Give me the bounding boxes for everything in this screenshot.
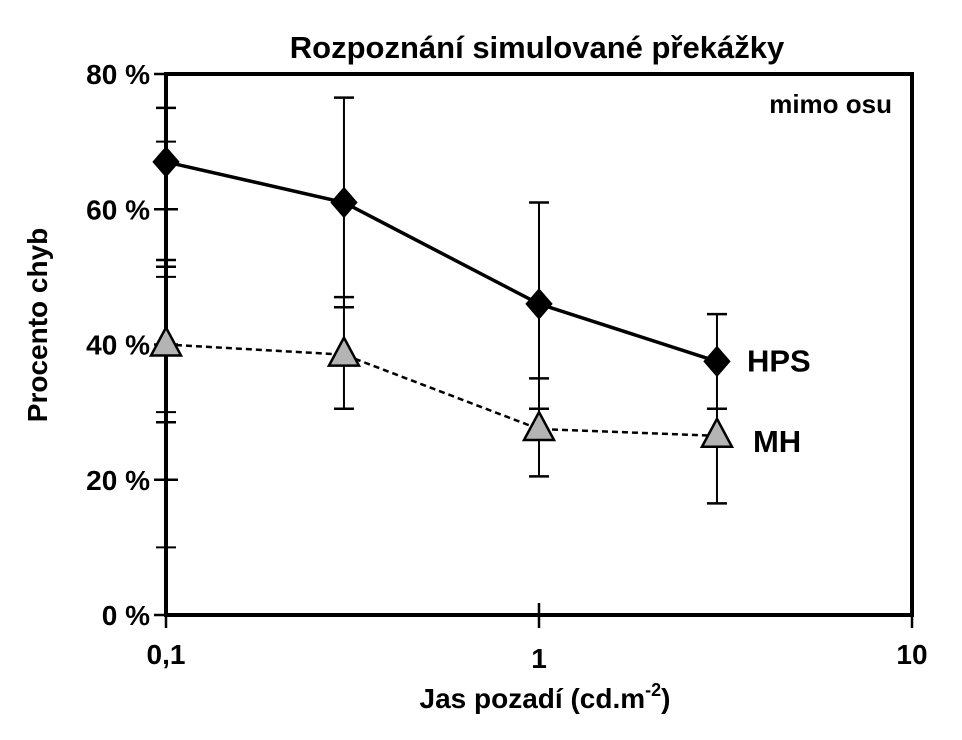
- mh-marker-triangle: [326, 334, 362, 367]
- x-axis-label: Jas pozadí (cd.m-2): [420, 680, 671, 714]
- x-tick-label: 10: [896, 639, 927, 670]
- hps-marker-diamond: [152, 146, 180, 178]
- mh-series-label: MH: [753, 424, 801, 459]
- y-axis-label: Procento chyb: [22, 228, 53, 422]
- mh-marker-triangle: [699, 416, 735, 449]
- y-axis: 0 % 20 % 40 % 60 % 80 %: [86, 59, 178, 631]
- mh-error-bars: [156, 265, 727, 505]
- x-tick-label: 1: [531, 643, 547, 674]
- hps-marker-diamond: [330, 186, 358, 219]
- hps-series-line: [165, 160, 718, 364]
- series-layer: HPS MH: [148, 96, 811, 505]
- y-tick-label: 20 %: [86, 465, 150, 496]
- mh-series-line: [165, 343, 718, 438]
- hps-series-label: HPS: [747, 343, 811, 378]
- y-tick-label: 80 %: [86, 59, 150, 90]
- x-axis: 0,1 1 10: [147, 603, 928, 674]
- y-tick-label: 60 %: [86, 194, 150, 225]
- x-axis-label-sup: -2: [645, 680, 661, 700]
- annotation: mimo osu: [769, 89, 892, 119]
- y-tick-label: 0 %: [102, 600, 150, 631]
- hps-marker-diamond: [703, 345, 731, 378]
- mh-marker-triangle: [521, 409, 557, 442]
- mh-marker-triangle: [148, 324, 184, 357]
- y-tick-label: 40 %: [86, 330, 150, 361]
- chart-title: Rozpoznání simulované překážky: [290, 30, 785, 65]
- x-axis-label-main: Jas pozadí (cd.m: [420, 683, 646, 714]
- x-axis-label-end: ): [661, 683, 670, 714]
- hps-marker-diamond: [525, 288, 553, 320]
- x-tick-label: 0,1: [147, 639, 186, 670]
